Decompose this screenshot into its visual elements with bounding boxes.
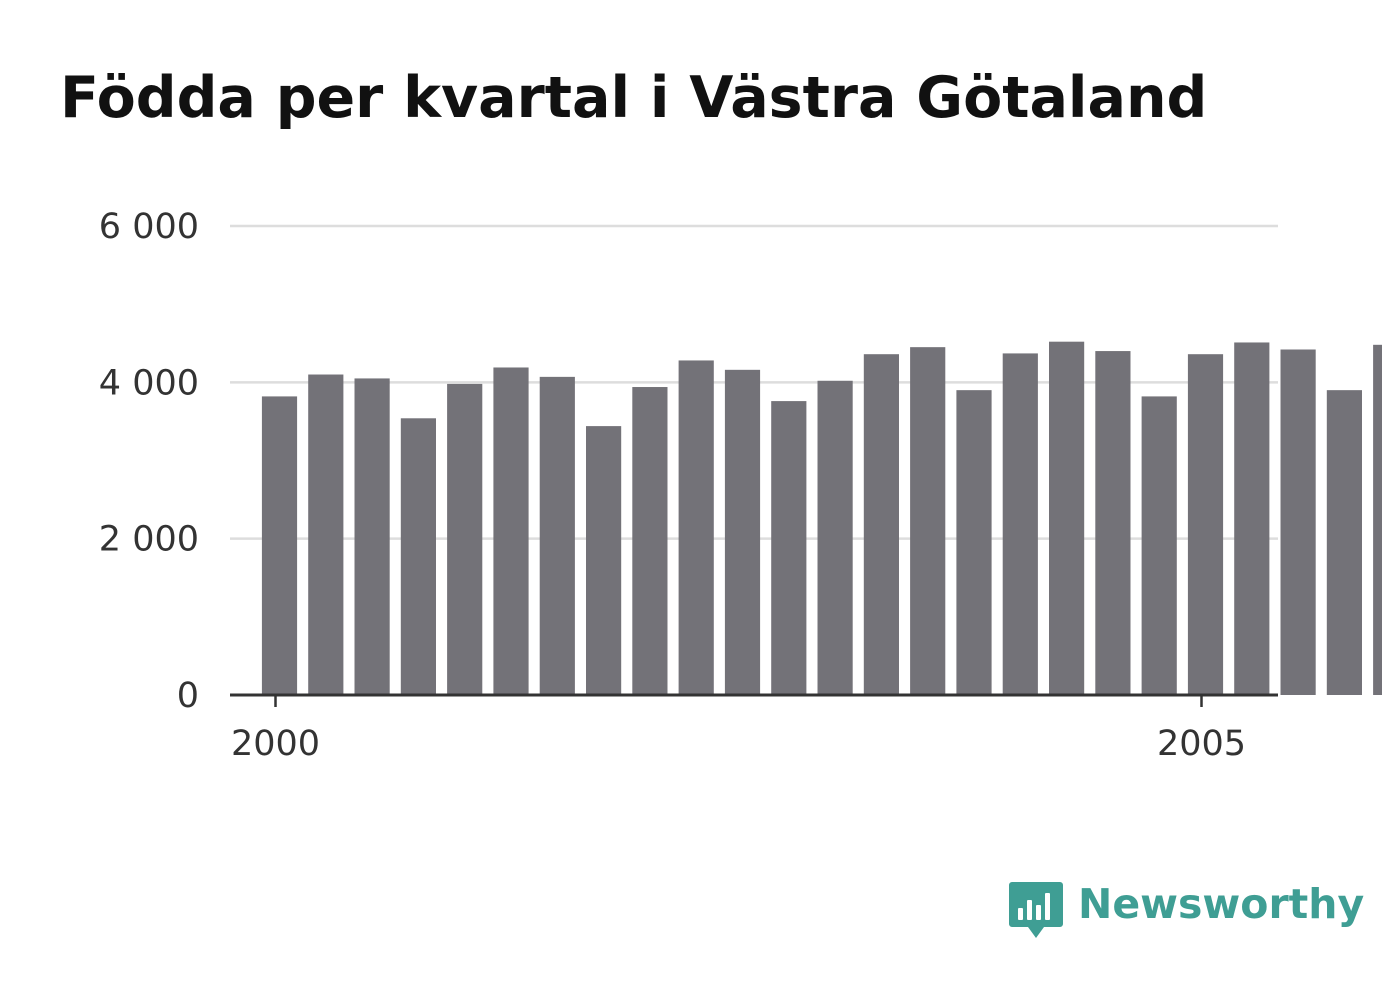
y-tick-label: 2 000 — [99, 520, 199, 560]
bar — [586, 426, 622, 695]
bar — [1141, 396, 1177, 695]
bar — [1280, 349, 1316, 695]
bar — [1373, 344, 1382, 695]
bar — [632, 387, 668, 695]
bar — [261, 396, 298, 695]
bar — [724, 369, 761, 695]
bar — [863, 354, 899, 695]
bar — [354, 378, 390, 695]
x-axis-labels: 200020052010201520202025 — [231, 724, 1246, 764]
bar — [817, 380, 853, 695]
bar — [1187, 354, 1224, 695]
y-axis-labels: 0 2 000 4 000 6 000 — [99, 207, 199, 716]
bar — [1049, 341, 1085, 695]
bar — [400, 418, 436, 695]
bar — [539, 376, 575, 695]
y-tick-label: 6 000 — [99, 207, 199, 247]
bar — [493, 367, 529, 695]
bar — [771, 401, 807, 695]
brand-name: Newsworthy — [1078, 880, 1365, 928]
bar-series — [261, 341, 1382, 695]
bar — [1095, 351, 1131, 695]
y-tick-label: 4 000 — [99, 363, 199, 403]
bar — [956, 390, 992, 695]
brand-logo: Newsworthy — [1008, 876, 1364, 942]
bar — [910, 347, 946, 695]
bar — [678, 360, 714, 695]
newsworthy-logo-icon — [1009, 882, 1063, 938]
x-tick-label: 2000 — [231, 724, 320, 764]
bar — [447, 383, 483, 695]
x-tick-label: 2005 — [1157, 724, 1246, 764]
axes — [230, 693, 1278, 707]
chart-title: Födda per kvartal i Västra Götaland — [60, 65, 1208, 131]
bar — [1234, 342, 1270, 695]
y-tick-label: 0 — [177, 676, 199, 716]
bar — [1326, 390, 1362, 695]
bar — [1002, 353, 1038, 695]
bar — [308, 374, 344, 695]
